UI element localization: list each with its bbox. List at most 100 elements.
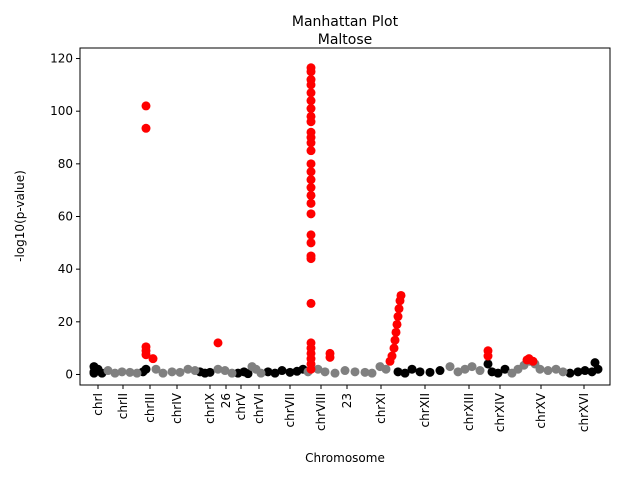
x-tick-label: chrVIII: [314, 393, 328, 431]
point: [340, 366, 350, 376]
point: [396, 290, 406, 300]
point: [306, 238, 316, 248]
y-tick-label: 0: [65, 367, 73, 381]
point: [500, 364, 510, 374]
point: [270, 368, 280, 378]
point: [565, 368, 575, 378]
x-tick-label: chrVII: [283, 393, 297, 427]
x-tick-label: chrXV: [534, 392, 548, 428]
x-tick-label: 23: [340, 393, 354, 408]
point: [306, 298, 316, 308]
point: [415, 367, 425, 377]
point: [387, 351, 397, 361]
point: [394, 304, 404, 314]
point: [389, 343, 399, 353]
plot-area: [89, 63, 603, 379]
x-tick-label: chrIV: [170, 392, 184, 424]
point: [263, 367, 273, 377]
point: [125, 367, 135, 377]
point: [306, 190, 316, 200]
y-axis-label: -log10(p-value): [13, 170, 27, 262]
y-tick-label: 80: [58, 157, 73, 171]
point: [453, 367, 463, 377]
point: [306, 364, 316, 374]
point: [306, 198, 316, 208]
point: [535, 364, 545, 374]
point: [306, 230, 316, 240]
point: [467, 362, 477, 372]
point: [306, 254, 316, 264]
y-tick-label: 20: [58, 315, 73, 329]
point: [175, 367, 185, 377]
point: [167, 367, 177, 377]
point: [117, 367, 127, 377]
x-tick-label: chrV: [234, 392, 248, 420]
point: [580, 366, 590, 376]
point: [400, 368, 410, 378]
point: [475, 366, 485, 376]
x-tick-label: chrXIII: [462, 393, 476, 431]
point: [381, 364, 391, 374]
point: [320, 367, 330, 377]
point: [543, 366, 553, 376]
point: [103, 366, 113, 376]
point: [407, 364, 417, 374]
point: [227, 368, 237, 378]
point: [360, 367, 370, 377]
point: [306, 117, 316, 127]
point: [158, 368, 168, 378]
point: [306, 67, 316, 77]
point: [220, 366, 230, 376]
x-tick-label: chrXII: [418, 393, 432, 427]
point: [141, 350, 151, 360]
point: [141, 364, 151, 374]
point: [306, 80, 316, 90]
point: [551, 364, 561, 374]
point: [277, 366, 287, 376]
x-tick-label: chrXIV: [493, 392, 507, 432]
point: [148, 354, 158, 364]
x-tick-label: chrIII: [143, 393, 157, 423]
x-tick-label: chrVI: [252, 393, 266, 424]
point: [183, 364, 193, 374]
point: [306, 159, 316, 169]
point: [393, 367, 403, 377]
point: [306, 104, 316, 114]
point: [393, 312, 403, 322]
x-tick-label: chrII: [116, 393, 130, 419]
point: [205, 367, 215, 377]
x-tick-label: chrIX: [203, 393, 217, 424]
point: [141, 101, 151, 111]
point: [306, 167, 316, 177]
y-tick-label: 60: [58, 210, 73, 224]
point: [330, 368, 340, 378]
point: [110, 368, 120, 378]
axes-frame: [79, 47, 611, 386]
point: [306, 146, 316, 156]
point: [285, 367, 295, 377]
point: [391, 327, 401, 337]
point: [392, 319, 402, 329]
point: [367, 368, 377, 378]
point: [306, 175, 316, 185]
point: [425, 367, 435, 377]
point: [243, 369, 253, 379]
point: [493, 368, 503, 378]
point: [573, 367, 583, 377]
point: [190, 366, 200, 376]
point: [306, 96, 316, 106]
point: [593, 364, 603, 374]
chart-subtitle: Maltose: [318, 32, 373, 48]
point: [132, 368, 142, 378]
point: [313, 364, 323, 374]
y-tick-label: 40: [58, 262, 73, 276]
x-axis-label: Chromosome: [305, 451, 385, 465]
y-tick-label: 120: [50, 52, 73, 66]
point: [350, 367, 360, 377]
x-tick-label: chrI: [91, 393, 105, 416]
chart-title: Manhattan Plot: [292, 14, 399, 30]
x-tick-label: 26: [219, 393, 233, 408]
point: [435, 366, 445, 376]
